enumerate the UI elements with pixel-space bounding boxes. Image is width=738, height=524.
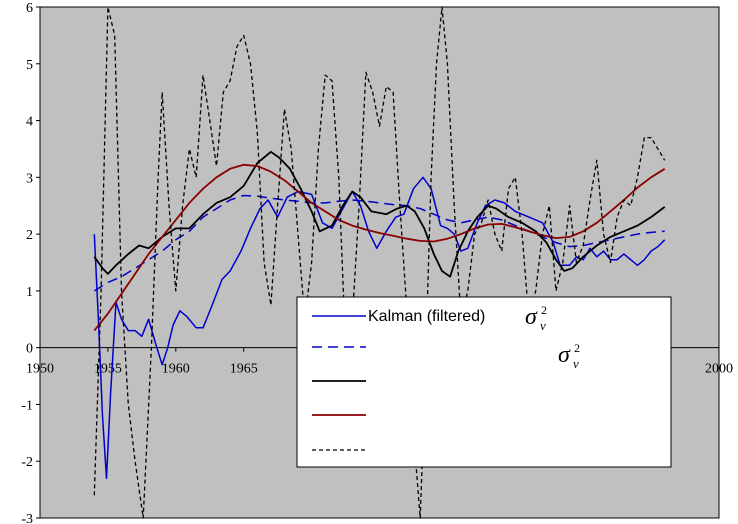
y-tick-label: 0 xyxy=(26,342,33,357)
legend-math-sup-1: 2 xyxy=(541,303,547,317)
y-tick-label: 1 xyxy=(26,285,33,300)
y-tick-label: 6 xyxy=(26,1,33,16)
legend-box xyxy=(296,296,672,468)
x-tick-label: 1950 xyxy=(26,362,54,377)
series-line-4 xyxy=(93,163,666,332)
legend-math-symbol-1: σ xyxy=(525,304,538,330)
y-tick-label: -2 xyxy=(21,455,33,470)
y-tick-label: 3 xyxy=(26,171,33,186)
series-line-5 xyxy=(93,6,666,519)
x-tick-label: 1960 xyxy=(162,362,190,377)
series-line-3 xyxy=(93,150,666,278)
legend-math-symbol-2: σ xyxy=(558,342,571,368)
legend: Kalman (filtered) σ ν2σ ν2 xyxy=(296,296,672,468)
x-tick-label: 1965 xyxy=(230,362,258,377)
legend-math-sub-1: ν xyxy=(540,318,546,333)
legend-math-sup-2: 2 xyxy=(574,341,580,355)
legend-label-1: Kalman (filtered) xyxy=(368,308,485,325)
y-tick-label: -1 xyxy=(21,398,33,413)
legend-math-sub-2: ν xyxy=(573,356,579,371)
series-line-1 xyxy=(93,176,666,480)
x-tick-label: 2000 xyxy=(705,362,733,377)
y-tick-label: 5 xyxy=(26,58,33,73)
y-tick-label: 4 xyxy=(26,115,33,130)
y-tick-label: -3 xyxy=(21,512,33,524)
series-layer xyxy=(93,6,666,519)
y-tick-label: 2 xyxy=(26,228,33,243)
series-line-2 xyxy=(93,194,665,292)
